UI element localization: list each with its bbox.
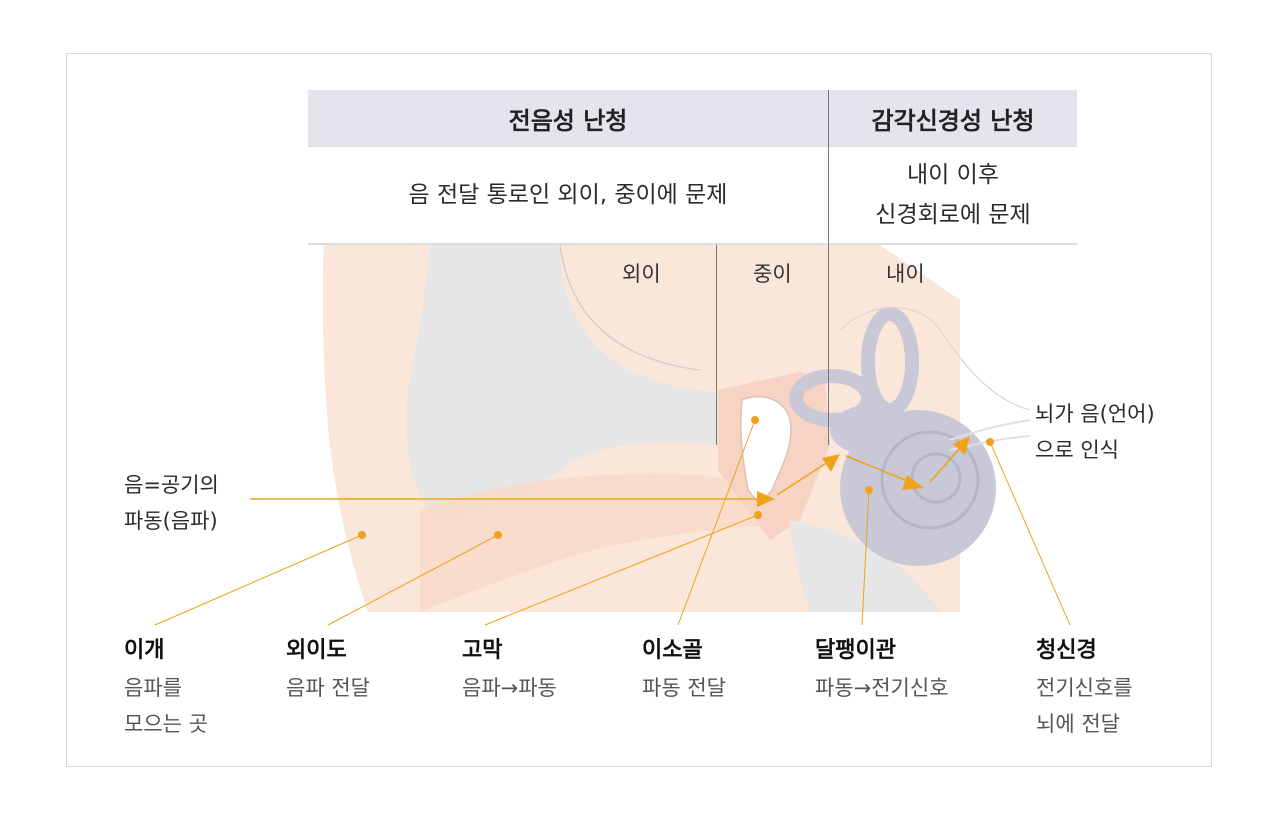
part-auditory-nerve: 청신경 전기신호를 뇌에 전달 — [1036, 632, 1133, 742]
part-cochlea: 달팽이관 파동→전기신호 — [815, 632, 949, 706]
desc-sensorineural-line2: 신경회로에 문제 — [875, 202, 1031, 228]
part-desc: 파동 전달 — [642, 676, 726, 700]
part-name: 이개 — [124, 638, 165, 663]
part-desc: 뇌에 전달 — [1036, 712, 1120, 736]
sound-wave-label-line2: 파동(음파) — [124, 509, 218, 533]
part-desc: 음파 전달 — [286, 676, 370, 700]
brain-label-line1: 뇌가 음(언어) — [1035, 402, 1155, 426]
desc-conductive-text: 음 전달 통로인 외이, 중이에 문제 — [408, 182, 728, 208]
part-ossicles: 이소골 파동 전달 — [642, 632, 726, 706]
brain-label-line2: 으로 인식 — [1035, 438, 1119, 462]
desc-sensorineural-line1: 내이 이후 — [907, 162, 999, 188]
desc-conductive: 음 전달 통로인 외이, 중이에 문제 — [308, 147, 828, 243]
region-inner-ear: 내이 — [886, 262, 925, 286]
desc-sensorineural: 내이 이후 신경회로에 문제 — [829, 147, 1077, 243]
region-middle-ear: 중이 — [753, 262, 792, 286]
semicircular-canal-left — [789, 369, 875, 427]
header-conductive: 전음성 난청 — [308, 90, 828, 146]
part-ear-canal: 외이도 음파 전달 — [286, 632, 370, 706]
part-name: 고막 — [462, 638, 503, 663]
sound-wave-label-line1: 음=공기의 — [124, 473, 219, 497]
head-shape — [406, 245, 720, 520]
part-pinna: 이개 음파를 모으는 곳 — [124, 632, 208, 742]
part-desc: 모으는 곳 — [124, 712, 208, 736]
part-name: 달팽이관 — [815, 638, 896, 663]
part-name: 청신경 — [1036, 638, 1097, 663]
part-eardrum: 고막 음파→파동 — [462, 632, 557, 706]
region-outer-ear: 외이 — [622, 262, 661, 286]
part-desc: 전기신호를 — [1036, 676, 1133, 700]
brain-recognition-label: 뇌가 음(언어) 으로 인식 — [1035, 396, 1155, 468]
sound-wave-label: 음=공기의 파동(음파) — [124, 467, 219, 539]
ear-canal-shape — [420, 473, 770, 612]
part-desc: 음파→파동 — [462, 676, 557, 700]
part-name: 이소골 — [642, 638, 703, 663]
part-name: 외이도 — [286, 638, 347, 663]
header-sensorineural: 감각신경성 난청 — [829, 90, 1077, 146]
part-desc: 파동→전기신호 — [815, 676, 949, 700]
part-desc: 음파를 — [124, 676, 182, 700]
